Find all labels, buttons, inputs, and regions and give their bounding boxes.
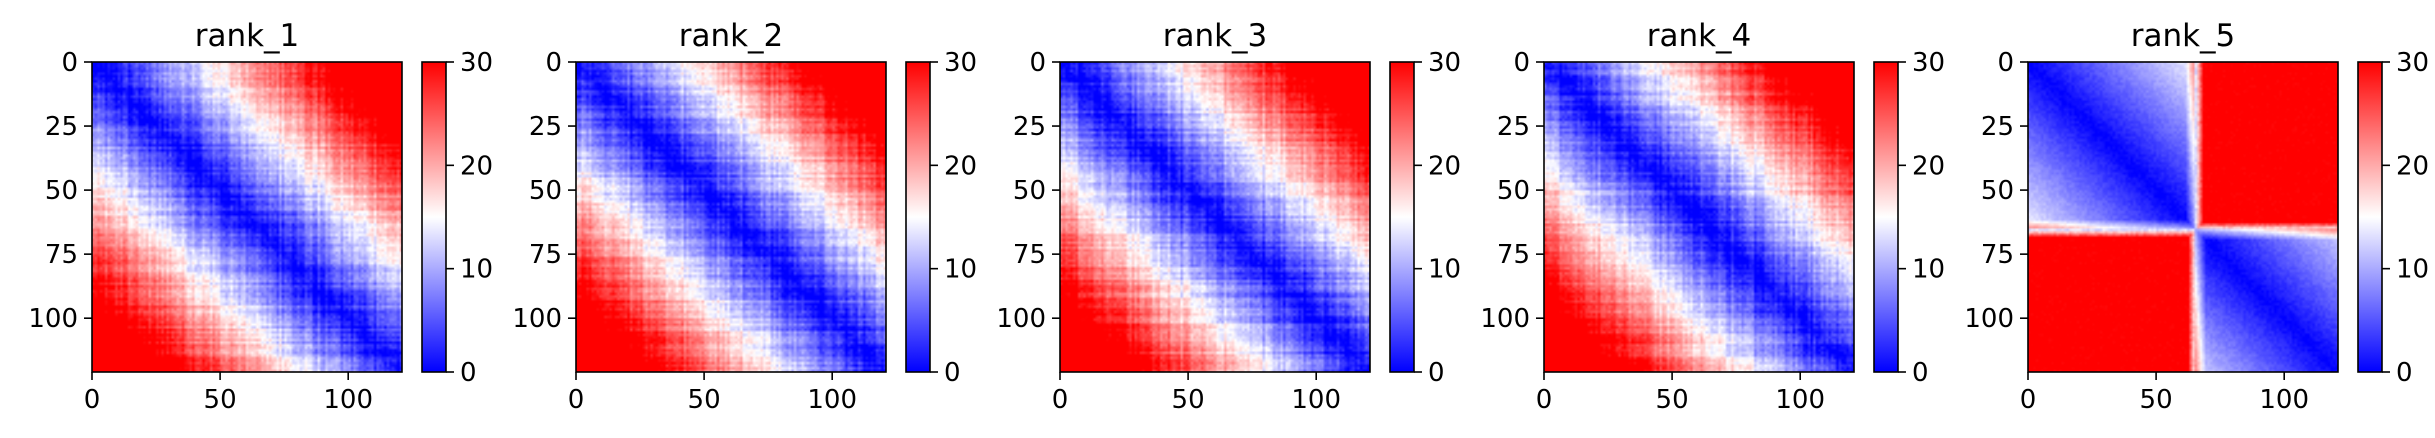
colorbar-tick-label: 10 <box>1912 255 1945 285</box>
y-tick-label: 50 <box>1981 176 2014 206</box>
y-tick-label: 75 <box>1013 240 1046 270</box>
x-tick-label: 0 <box>84 385 101 415</box>
y-tick-label: 100 <box>1480 304 1530 334</box>
x-tick-label: 0 <box>568 385 585 415</box>
x-tick-label: 100 <box>807 385 857 415</box>
panel-4: rank_4 0 50 100 0 25 50 75 100 0 10 20 30 <box>1480 18 1945 415</box>
colorbar-tick-label: 10 <box>1428 255 1461 285</box>
colorbar-tick-label: 30 <box>944 48 977 78</box>
heatmap-image <box>1544 62 1854 372</box>
heatmap-image <box>92 62 402 372</box>
colorbar-tick-label: 0 <box>2396 358 2413 388</box>
y-tick-label: 100 <box>512 304 562 334</box>
y-tick-label: 100 <box>996 304 1046 334</box>
axes-frame <box>1543 61 1855 373</box>
colorbar-tick-label: 20 <box>1912 151 1945 181</box>
x-tick-label: 50 <box>1656 385 1689 415</box>
axes-frame <box>1059 61 1371 373</box>
y-tick-label: 25 <box>1013 112 1046 142</box>
colorbar-tick-label: 10 <box>944 255 977 285</box>
colorbar-tick-label: 20 <box>944 151 977 181</box>
y-tick-label: 75 <box>1981 240 2014 270</box>
colorbar <box>1389 61 1415 373</box>
heatmap-image <box>2028 62 2338 372</box>
colorbar-tick-label: 0 <box>460 358 477 388</box>
colorbar-tick-label: 10 <box>2396 255 2429 285</box>
y-tick-label: 50 <box>45 176 78 206</box>
y-tick-label: 0 <box>1029 48 1046 78</box>
x-tick-label: 100 <box>1291 385 1341 415</box>
y-tick-label: 100 <box>1964 304 2014 334</box>
axes-frame <box>91 61 403 373</box>
x-tick-label: 0 <box>2020 385 2037 415</box>
y-tick-label: 100 <box>28 304 78 334</box>
colorbar-tick-label: 30 <box>2396 48 2429 78</box>
colorbar <box>1873 61 1899 373</box>
x-tick-label: 0 <box>1052 385 1069 415</box>
y-tick-label: 0 <box>1997 48 2014 78</box>
y-tick-label: 25 <box>1497 112 1530 142</box>
axes-frame <box>2027 61 2339 373</box>
x-tick-label: 100 <box>323 385 373 415</box>
x-tick-label: 0 <box>1536 385 1553 415</box>
colorbar-tick-label: 30 <box>1428 48 1461 78</box>
colorbar-tick-label: 20 <box>460 151 493 181</box>
x-tick-label: 50 <box>204 385 237 415</box>
y-tick-label: 75 <box>1497 240 1530 270</box>
panel-3: rank_3 0 50 100 0 25 50 75 100 0 10 20 30 <box>996 18 1461 415</box>
colorbar-tick-label: 20 <box>2396 151 2429 181</box>
chart-title: rank_1 <box>195 18 300 54</box>
y-tick-label: 25 <box>529 112 562 142</box>
y-tick-label: 25 <box>45 112 78 142</box>
chart-title: rank_4 <box>1647 18 1752 54</box>
y-tick-label: 0 <box>1513 48 1530 78</box>
chart-title: rank_3 <box>1163 18 1268 54</box>
x-tick-label: 50 <box>2140 385 2173 415</box>
x-tick-label: 50 <box>688 385 721 415</box>
y-tick-label: 50 <box>529 176 562 206</box>
colorbar-tick-label: 30 <box>1912 48 1945 78</box>
colorbar-tick-label: 30 <box>460 48 493 78</box>
x-tick-label: 100 <box>2259 385 2309 415</box>
colorbar <box>905 61 931 373</box>
colorbar-tick-label: 0 <box>1912 358 1929 388</box>
heatmap-image <box>576 62 886 372</box>
panel-1: rank_1 0 50 100 0 25 50 75 100 0 10 20 30 <box>28 18 493 415</box>
colorbar-tick-label: 0 <box>944 358 961 388</box>
panel-5: rank_5 0 50 100 0 25 50 75 100 0 10 20 30 <box>1964 18 2429 415</box>
chart-title: rank_2 <box>679 18 784 54</box>
chart-title: rank_5 <box>2131 18 2236 54</box>
colorbar-tick-label: 20 <box>1428 151 1461 181</box>
y-tick-label: 50 <box>1497 176 1530 206</box>
colorbar <box>421 61 447 373</box>
y-tick-label: 0 <box>61 48 78 78</box>
colorbar-tick-label: 0 <box>1428 358 1445 388</box>
x-tick-label: 100 <box>1775 385 1825 415</box>
y-tick-label: 75 <box>529 240 562 270</box>
x-tick-label: 50 <box>1172 385 1205 415</box>
colorbar-tick-label: 10 <box>460 255 493 285</box>
y-tick-label: 50 <box>1013 176 1046 206</box>
colorbar <box>2357 61 2383 373</box>
y-tick-label: 75 <box>45 240 78 270</box>
axes-frame <box>575 61 887 373</box>
y-tick-label: 25 <box>1981 112 2014 142</box>
panel-2: rank_2 0 50 100 0 25 50 75 100 0 10 20 30 <box>512 18 977 415</box>
y-tick-label: 0 <box>545 48 562 78</box>
heatmap-image <box>1060 62 1370 372</box>
